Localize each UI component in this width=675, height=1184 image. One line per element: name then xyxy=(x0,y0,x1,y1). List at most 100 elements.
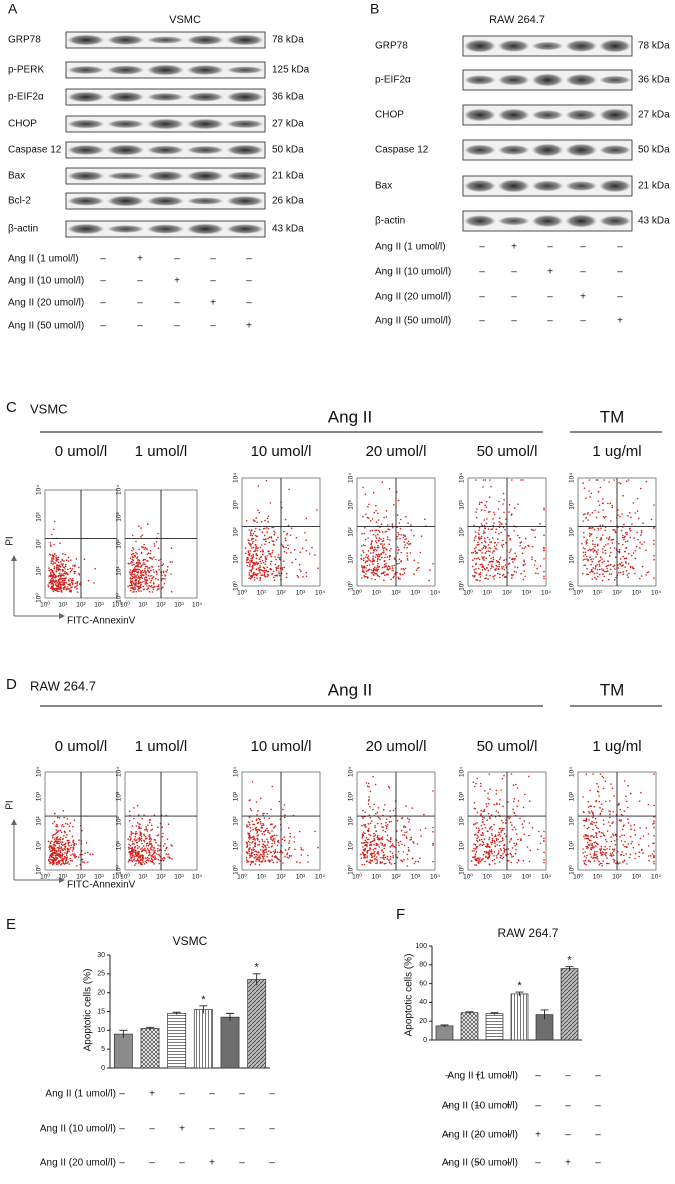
size-label: 43 kDa xyxy=(638,216,670,227)
event-dot xyxy=(52,560,54,563)
treatment-sign: – xyxy=(137,276,143,287)
event-dot xyxy=(589,526,591,529)
treatment-sign: – xyxy=(445,1071,451,1082)
event-dot xyxy=(403,834,406,836)
event-dot xyxy=(539,522,541,525)
event-dot xyxy=(382,854,385,857)
size-label: 27 kDa xyxy=(638,110,670,121)
event-dot xyxy=(407,540,410,543)
event-dot xyxy=(534,529,536,531)
event-dot xyxy=(289,835,291,838)
event-dot xyxy=(397,576,400,579)
condition-label: 20 umol/l xyxy=(366,443,427,460)
event-dot xyxy=(507,853,509,856)
event-dot xyxy=(62,563,64,565)
event-dot xyxy=(485,574,488,576)
event-dot xyxy=(170,590,173,593)
event-dot xyxy=(129,589,132,592)
event-dot xyxy=(590,492,593,495)
event-dot xyxy=(493,858,496,861)
event-dot xyxy=(503,832,506,835)
x-tick-label: 10¹ xyxy=(593,874,603,881)
x-tick-label: 10⁰ xyxy=(237,589,247,597)
event-dot xyxy=(389,550,391,552)
event-dot xyxy=(375,572,378,575)
event-dot xyxy=(50,569,52,571)
event-dot xyxy=(584,551,587,554)
event-dot xyxy=(76,581,79,583)
event-dot xyxy=(479,579,481,582)
treatment-sign: – xyxy=(174,321,180,332)
x-tick-label: 10⁴ xyxy=(651,590,661,597)
event-dot xyxy=(253,857,255,859)
event-dot xyxy=(93,582,95,584)
event-dot xyxy=(403,546,406,549)
event-dot xyxy=(473,834,476,836)
event-dot xyxy=(403,541,406,544)
event-dot xyxy=(652,823,654,825)
event-dot xyxy=(271,540,273,542)
event-dot xyxy=(600,835,602,838)
event-dot xyxy=(153,847,156,849)
event-dot xyxy=(498,500,500,503)
event-dot xyxy=(67,568,69,571)
event-dot xyxy=(73,565,76,568)
event-dot xyxy=(279,556,281,559)
event-dot xyxy=(131,860,134,863)
event-dot xyxy=(622,844,624,846)
event-dot xyxy=(477,827,480,830)
event-dot xyxy=(606,567,608,570)
event-dot xyxy=(129,573,132,576)
event-dot xyxy=(171,858,173,860)
blot-band xyxy=(464,75,496,85)
event-dot xyxy=(156,585,158,588)
event-dot xyxy=(51,533,53,536)
event-dot xyxy=(584,859,587,862)
event-dot xyxy=(363,824,365,826)
event-dot xyxy=(651,853,654,855)
event-dot xyxy=(362,515,364,518)
event-dot xyxy=(413,534,415,537)
event-dot xyxy=(492,566,495,568)
event-dot xyxy=(149,837,151,840)
protein-label: CHOP xyxy=(375,110,404,121)
treatment-sign: – xyxy=(475,1101,481,1112)
blot-band xyxy=(531,180,564,192)
event-dot xyxy=(507,816,509,818)
event-dot xyxy=(488,554,491,557)
event-dot xyxy=(249,532,252,534)
blot-band xyxy=(226,119,264,129)
event-dot xyxy=(257,547,259,549)
event-dot xyxy=(537,848,539,851)
event-dot xyxy=(152,856,155,859)
event-dot xyxy=(249,808,252,810)
event-dot xyxy=(60,864,62,866)
blot-band xyxy=(226,66,264,74)
event-dot xyxy=(134,851,137,854)
event-dot xyxy=(380,523,383,525)
event-dot xyxy=(62,581,64,583)
event-dot xyxy=(537,572,539,575)
event-dot xyxy=(267,521,270,523)
event-dot xyxy=(247,551,250,554)
event-dot xyxy=(378,539,381,542)
event-dot xyxy=(60,586,62,588)
event-dot xyxy=(584,513,586,515)
event-dot xyxy=(268,536,271,539)
event-dot xyxy=(602,551,604,554)
blot-band xyxy=(464,144,496,156)
event-dot xyxy=(67,843,69,845)
event-dot xyxy=(621,851,623,853)
event-dot xyxy=(71,853,74,855)
event-dot xyxy=(250,852,253,855)
event-dot xyxy=(592,547,595,550)
event-dot xyxy=(487,803,490,805)
event-dot xyxy=(614,531,617,534)
event-dot xyxy=(475,850,478,853)
event-dot xyxy=(595,845,597,847)
event-dot xyxy=(135,830,137,833)
event-dot xyxy=(483,527,486,529)
event-dot xyxy=(73,842,76,845)
event-dot xyxy=(157,547,160,549)
